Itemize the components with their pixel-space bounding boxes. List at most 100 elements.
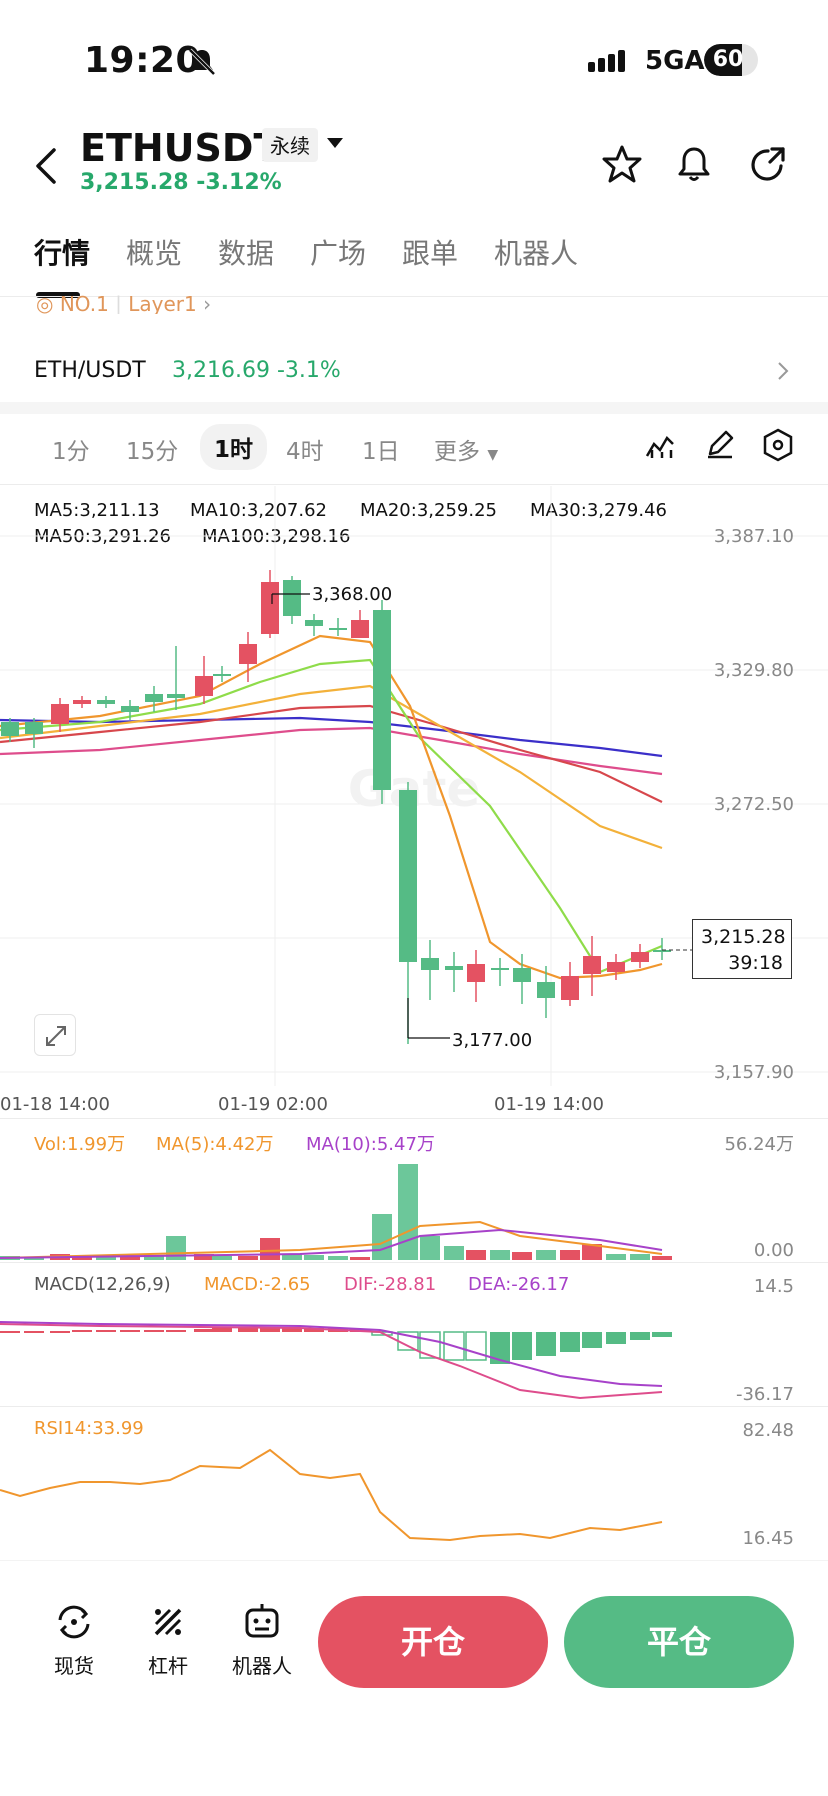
fullscreen-button[interactable] [34, 1014, 76, 1056]
macd-bar [652, 1332, 672, 1337]
vol-ma10-label: MA(10):5.47万 [306, 1134, 435, 1155]
candle [631, 944, 649, 968]
volume-bar [490, 1250, 510, 1260]
spot-icon [58, 1605, 90, 1639]
section-gap [0, 402, 828, 414]
volume-bar [630, 1254, 650, 1260]
candle [145, 686, 163, 712]
candle [305, 614, 323, 636]
ma20-line [0, 684, 663, 850]
tab-market[interactable]: 行情 [34, 237, 91, 270]
tab-copy-trade[interactable]: 跟单 [402, 237, 459, 270]
nav-spot[interactable]: 现货 [34, 1602, 114, 1682]
draw-pen-icon[interactable] [704, 428, 736, 460]
candle [195, 656, 213, 704]
volume-bar [144, 1255, 164, 1260]
macd-bar [304, 1328, 324, 1332]
candle [25, 718, 43, 748]
time-axis-label: 01-19 02:00 [218, 1094, 328, 1115]
share-icon[interactable] [748, 144, 788, 184]
dropdown-caret-icon[interactable] [326, 136, 344, 150]
interval-more[interactable]: 更多 ▼ [434, 432, 498, 466]
vol-ma5-line [0, 1220, 663, 1259]
last-price-value: 3,215.28 [701, 926, 786, 948]
back-icon[interactable] [34, 146, 58, 186]
category-tag: Layer1 [128, 292, 197, 314]
volume-bars [0, 1164, 672, 1260]
signal-icon [588, 50, 625, 72]
candle [167, 646, 185, 710]
active-tab-indicator [36, 292, 80, 298]
interval-1h[interactable]: 1时 [200, 424, 268, 470]
tab-overview[interactable]: 概览 [126, 237, 183, 270]
macd-bar [96, 1330, 116, 1332]
volume-bar [328, 1256, 348, 1260]
price-axis-label: 3,272.50 [713, 794, 794, 815]
tab-data[interactable]: 数据 [218, 237, 275, 270]
nav-margin[interactable]: 杠杆 [128, 1602, 208, 1682]
volume-bar [582, 1244, 602, 1260]
vol-label: Vol:1.99万 [34, 1134, 126, 1155]
ma10-line [0, 658, 663, 974]
macd-bar [120, 1330, 140, 1332]
pair-title[interactable]: ETHUSDT [80, 126, 280, 170]
chevron-right-icon[interactable] [776, 360, 790, 382]
dea-value: DEA:-26.17 [468, 1274, 570, 1295]
volume-bar [372, 1214, 392, 1260]
open-position-button[interactable]: 开仓 [318, 1596, 548, 1688]
macd-bar [512, 1332, 532, 1360]
volume-bar [398, 1164, 418, 1260]
more-caret-icon: ▼ [487, 447, 499, 463]
macd-bar [443, 1331, 465, 1361]
interval-15m[interactable]: 15分 [126, 439, 179, 465]
candlestick-chart[interactable]: Gate [0, 486, 828, 1086]
ma5-line [0, 634, 663, 980]
interval-1d[interactable]: 1日 [362, 439, 400, 465]
contract-type-badge[interactable]: 永续 [262, 128, 318, 162]
volume-bar [194, 1254, 214, 1260]
macd-divider [0, 1262, 828, 1263]
battery-icon: 60 [704, 44, 758, 76]
volume-bar [512, 1252, 532, 1260]
rsi-axis-top: 82.48 [742, 1420, 794, 1441]
macd-bar [260, 1327, 280, 1332]
vol-ma5-label: MA(5):4.42万 [156, 1134, 274, 1155]
interval-1m[interactable]: 1分 [52, 439, 90, 465]
macd-bar [50, 1331, 70, 1333]
tag-row[interactable]: ◎ NO.1 | Layer1 › [36, 292, 212, 314]
volume-bar [282, 1254, 302, 1260]
robot-icon [245, 1604, 279, 1638]
candle [351, 610, 369, 638]
ticker-symbol: ETH/USDT [34, 358, 146, 383]
indicator-icon[interactable] [644, 430, 676, 460]
star-icon[interactable] [602, 144, 642, 184]
last-price-box[interactable]: 3,215.28 39:18 [692, 919, 792, 979]
tab-bots[interactable]: 机器人 [494, 237, 579, 270]
ma30-line [0, 704, 663, 803]
macd-bar [72, 1330, 92, 1332]
macd-bar [166, 1330, 186, 1332]
volume-bar [606, 1254, 626, 1260]
legend-ma10: MA10:3,207.62 [190, 500, 327, 521]
settings-hexagon-icon[interactable] [762, 428, 794, 462]
nav-margin-label: 杠杆 [148, 1654, 188, 1678]
nav-bots[interactable]: 机器人 [222, 1602, 302, 1682]
rsi-label: RSI14:33.99 [34, 1418, 144, 1439]
macd-bar [582, 1332, 602, 1348]
candle [261, 570, 279, 638]
volume-bar [560, 1250, 580, 1260]
price-axis-label: 3,157.90 [713, 1062, 794, 1083]
volume-bar [652, 1256, 672, 1260]
bell-icon[interactable] [674, 144, 714, 184]
candle [1, 718, 19, 742]
price-axis-label: 3,387.10 [713, 526, 794, 547]
tab-square[interactable]: 广场 [310, 237, 367, 270]
macd-bar [144, 1330, 164, 1332]
candle [73, 696, 91, 708]
rank-icon: ◎ [36, 292, 60, 314]
macd-axis-bottom: -36.17 [735, 1384, 794, 1405]
candles-group [1, 570, 671, 1044]
close-position-button[interactable]: 平仓 [564, 1596, 794, 1688]
interval-4h[interactable]: 4时 [286, 439, 324, 465]
candle [51, 698, 69, 732]
